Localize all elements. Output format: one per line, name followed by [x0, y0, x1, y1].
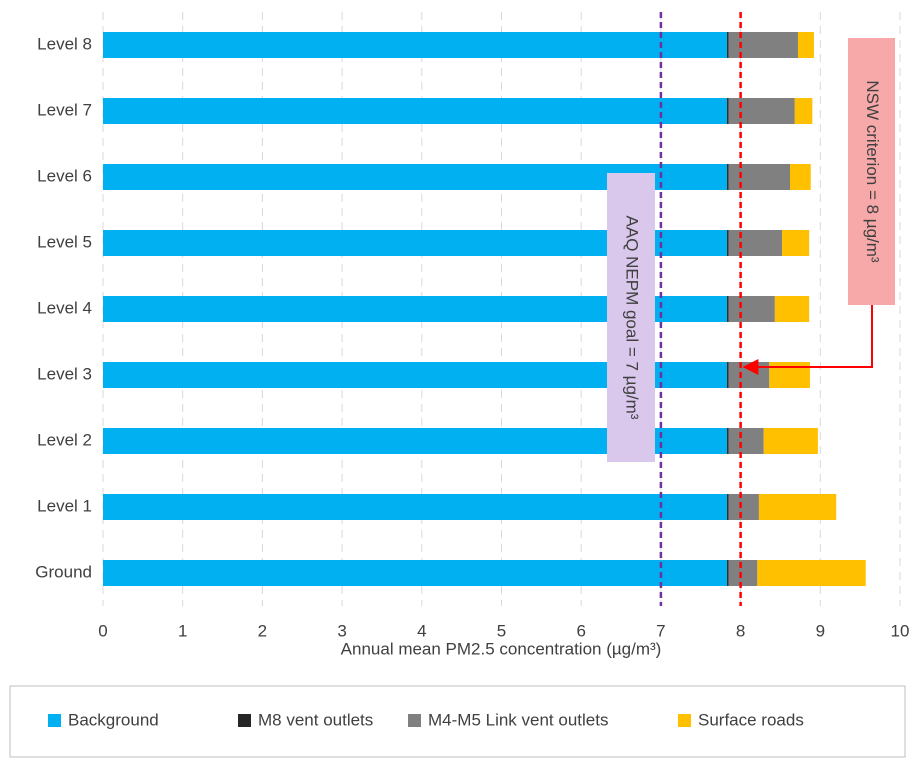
bar-segment	[103, 32, 728, 58]
annotation-box	[848, 38, 895, 305]
legend-swatch	[408, 714, 421, 727]
bar-segment	[774, 296, 810, 322]
legend-swatch	[48, 714, 61, 727]
y-tick-label: Level 4	[37, 298, 92, 317]
bar-segment	[728, 230, 783, 256]
y-tick-label: Level 5	[37, 232, 92, 251]
x-tick-label: 6	[576, 621, 585, 640]
legend-label: M8 vent outlets	[258, 710, 373, 729]
y-tick-label: Level 6	[37, 166, 92, 185]
annotation-label: NSW criterion = 8 µg/m³	[863, 80, 882, 263]
x-tick-label: 7	[656, 621, 665, 640]
legend-label: Background	[68, 710, 159, 729]
bar-segment	[728, 296, 775, 322]
x-tick-label: 3	[337, 621, 346, 640]
bar-segment	[103, 494, 728, 520]
x-tick-label: 8	[736, 621, 745, 640]
bar-segment	[727, 164, 729, 190]
bar-segment	[103, 98, 728, 124]
bar-segment	[728, 164, 791, 190]
x-tick-label: 2	[258, 621, 267, 640]
x-tick-label: 9	[816, 621, 825, 640]
bar-segment	[757, 560, 866, 586]
bar-segment	[727, 98, 729, 124]
x-tick-label: 1	[178, 621, 187, 640]
x-tick-label: 10	[891, 621, 910, 640]
bar-segment	[797, 32, 814, 58]
y-tick-label: Level 7	[37, 100, 92, 119]
legend-swatch	[678, 714, 691, 727]
bar-segment	[728, 98, 795, 124]
bar-segment	[727, 494, 729, 520]
bar-segment	[727, 560, 729, 586]
bar-segment	[728, 494, 759, 520]
annotation-box	[607, 173, 655, 462]
y-tick-label: Level 3	[37, 364, 92, 383]
legend: Background M8 vent outlets M4-M5 Link vent…	[48, 710, 804, 729]
bar-segment	[782, 230, 810, 256]
legend-label: M4-M5 Link vent outlets	[428, 710, 608, 729]
reference-lines: AAQ NEPM goal = 7 µg/m³ NSW criterion = 8…	[607, 12, 895, 606]
bar-segment	[728, 362, 770, 388]
bar-segment	[769, 362, 810, 388]
legend-box	[9, 685, 906, 758]
x-tick-label: 5	[497, 621, 506, 640]
bar-segment	[103, 560, 728, 586]
annotation-arrow	[742, 305, 873, 375]
bar-segment	[763, 428, 818, 454]
x-axis-label: Annual mean PM2.5 concentration (µg/m³)	[341, 639, 662, 658]
y-tick-label: Level 2	[37, 430, 92, 449]
bar-segment	[727, 296, 729, 322]
bar-segment	[794, 98, 813, 124]
bar-segment	[758, 494, 837, 520]
bar-segment	[728, 32, 798, 58]
y-tick-label: Level 1	[37, 496, 92, 515]
bar-segment	[727, 428, 729, 454]
bar-segment	[727, 230, 729, 256]
legend-label: Surface roads	[698, 710, 804, 729]
x-tick-label: 0	[98, 621, 107, 640]
bar-segment	[727, 32, 729, 58]
y-tick-label: Ground	[35, 562, 92, 581]
annotation-label: AAQ NEPM goal = 7 µg/m³	[623, 216, 642, 420]
bar-segment	[727, 362, 729, 388]
bar-segment	[728, 560, 758, 586]
legend-swatch	[238, 714, 251, 727]
bar-segment	[790, 164, 811, 190]
bar-segment	[728, 428, 764, 454]
x-tick-label: 4	[417, 621, 426, 640]
y-tick-label: Level 8	[37, 34, 92, 53]
